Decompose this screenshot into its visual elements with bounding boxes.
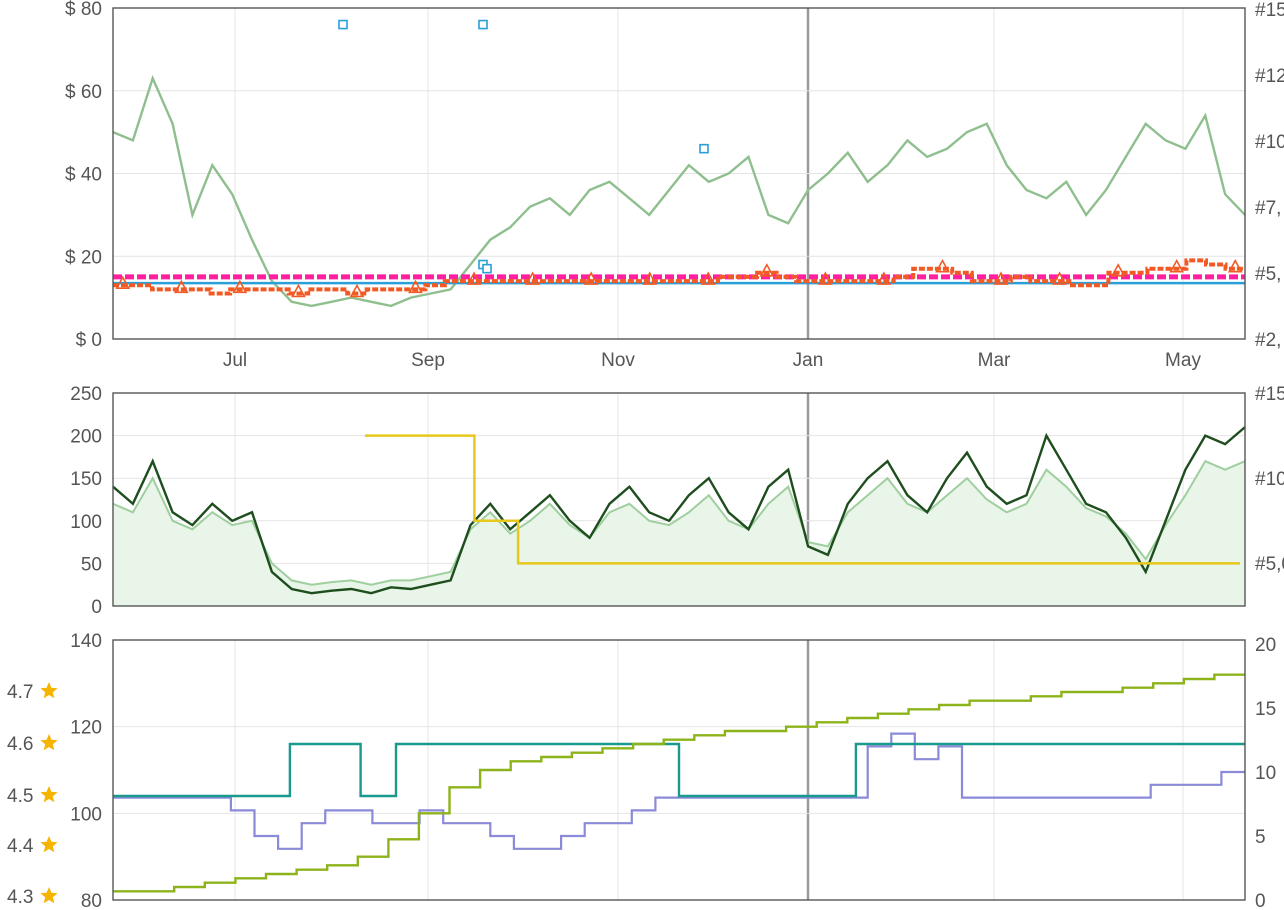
offer-count-line bbox=[113, 732, 1245, 850]
star-icon bbox=[40, 734, 58, 751]
price-history-panel: $ 0 $ 20 $ 40 $ 60 $ 80 #2, #5, #7, #10 #12 #15 Jul… bbox=[65, 0, 1284, 371]
y-tick-label: 250 bbox=[70, 384, 102, 405]
y2-tick-label: 10 bbox=[1255, 763, 1276, 784]
review-count-line bbox=[113, 673, 1245, 893]
y2-tick-label: #7, bbox=[1255, 198, 1281, 219]
y2-tick-label: 15 bbox=[1255, 699, 1276, 720]
y-tick-label: $ 60 bbox=[65, 82, 102, 103]
y-tick-label: 120 bbox=[70, 718, 102, 739]
y2-tick-label: #5, bbox=[1255, 264, 1281, 285]
y-tick-label: $ 40 bbox=[65, 165, 102, 186]
new-offer-triangle bbox=[1052, 271, 1067, 285]
y2-tick-label: #12 bbox=[1255, 66, 1284, 87]
y-tick-label: 100 bbox=[70, 512, 102, 533]
y-tick-label: $ 20 bbox=[65, 247, 102, 268]
x-tick-label: May bbox=[1165, 350, 1201, 371]
y-tick-label: 100 bbox=[70, 804, 102, 825]
buybox-outlier-point bbox=[478, 19, 488, 30]
new-offer-triangle bbox=[1110, 263, 1126, 277]
y2-tick-label: #5,0 bbox=[1255, 554, 1284, 575]
x-tick-label: Nov bbox=[601, 350, 635, 371]
new-offer-triangle bbox=[818, 271, 833, 285]
rating-tick-label: 4.7 bbox=[7, 682, 33, 703]
new-offer-triangle bbox=[700, 271, 716, 285]
new-offer-triangle bbox=[759, 263, 775, 277]
x-tick-label: Sep bbox=[411, 350, 445, 371]
y-tick-label: 80 bbox=[81, 891, 102, 910]
y2-tick-label: 5 bbox=[1255, 827, 1266, 848]
buybox-outlier-point bbox=[699, 143, 709, 154]
x-tick-label: Jan bbox=[793, 350, 824, 371]
new-offer-triangle bbox=[876, 271, 892, 285]
new-third-party-price-line bbox=[113, 258, 1245, 296]
rating-tick-label: 4.5 bbox=[7, 786, 33, 807]
new-offer-triangle bbox=[408, 279, 423, 294]
star-icon bbox=[40, 836, 58, 853]
rating-tick-label: 4.6 bbox=[7, 734, 33, 755]
plot-frame bbox=[112, 392, 1246, 607]
new-offer-triangle bbox=[466, 271, 482, 285]
y-tick-label: 140 bbox=[70, 631, 102, 652]
sales-rank-panel: 0 50 100 150 200 250 #5,0 #10 #15 bbox=[70, 384, 1284, 618]
star-icon bbox=[40, 887, 58, 904]
y2-tick-label: #15 bbox=[1255, 0, 1284, 21]
y-tick-label: $ 0 bbox=[76, 330, 102, 351]
y2-tick-label: #2, bbox=[1255, 330, 1281, 351]
star-icon bbox=[40, 682, 58, 699]
rating-line bbox=[113, 742, 1245, 798]
new-offer-triangle bbox=[583, 271, 599, 285]
y-tick-label: 150 bbox=[70, 469, 102, 490]
x-tick-label: Mar bbox=[978, 350, 1011, 371]
rating-reviews-panel: 80 100 120 140 0 5 10 15 20 4.3 4.4 4.5 4.6 4.7 bbox=[7, 631, 1276, 910]
rank-average-line bbox=[112, 459, 1246, 586]
buybox-outlier-point bbox=[482, 263, 492, 274]
new-offer-triangle bbox=[232, 279, 248, 294]
new-offer-triangle bbox=[1227, 258, 1243, 273]
new-offer-triangle bbox=[173, 279, 189, 294]
y-tick-label: $ 80 bbox=[65, 0, 102, 20]
new-offer-triangle bbox=[642, 271, 658, 285]
plot-frame bbox=[112, 639, 1246, 901]
rank-area-fill bbox=[113, 461, 1245, 606]
y2-tick-label: #15 bbox=[1255, 384, 1284, 405]
sales-rank-line bbox=[112, 426, 1246, 595]
new-offer-triangle bbox=[993, 271, 1009, 285]
y2-tick-label: 0 bbox=[1255, 891, 1266, 910]
amazon-price-line bbox=[112, 74, 1246, 308]
x-tick-label: Jul bbox=[223, 350, 247, 371]
new-offer-triangle bbox=[115, 275, 131, 290]
y2-tick-label: #10 bbox=[1255, 132, 1284, 153]
y-tick-label: 0 bbox=[91, 597, 102, 618]
new-offer-triangle bbox=[1169, 258, 1185, 273]
y2-tick-label: 20 bbox=[1255, 635, 1276, 656]
new-offer-triangle bbox=[935, 258, 950, 273]
star-icon bbox=[40, 786, 58, 803]
new-offer-triangle bbox=[525, 271, 540, 285]
rating-tick-label: 4.4 bbox=[7, 836, 34, 857]
offer-count-line bbox=[365, 434, 1240, 565]
y2-tick-label: #10 bbox=[1255, 469, 1284, 490]
y-tick-label: 50 bbox=[81, 554, 102, 575]
rating-tick-label: 4.3 bbox=[7, 887, 33, 908]
new-offer-triangle bbox=[349, 283, 365, 298]
buybox-outlier-point bbox=[338, 19, 348, 30]
plot-frame bbox=[112, 7, 1246, 340]
new-offer-triangle bbox=[291, 283, 306, 298]
y-tick-label: 200 bbox=[70, 427, 102, 448]
